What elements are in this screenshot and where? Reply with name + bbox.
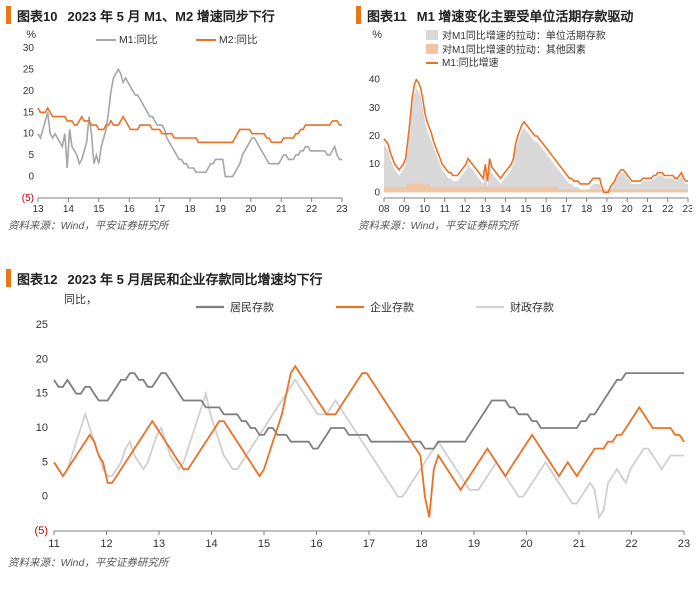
svg-text:14: 14	[500, 204, 512, 215]
svg-text:M1:同比: M1:同比	[119, 33, 158, 46]
fig11-num: 图表11	[367, 9, 407, 24]
source11: 资料来源：Wind，平安证券研究所	[356, 218, 692, 233]
svg-text:10: 10	[23, 129, 35, 140]
svg-text:19: 19	[468, 538, 480, 550]
title-bar-12: 图表12 2023 年 5 月居民和企业存款同比增速均下行	[6, 267, 682, 289]
svg-text:10: 10	[419, 204, 431, 215]
svg-text:11: 11	[440, 204, 451, 215]
fig10-label: 图表10 2023 年 5 月 M1、M2 增速同步下行	[17, 6, 275, 25]
svg-text:0: 0	[28, 172, 34, 183]
svg-text:19: 19	[215, 204, 227, 215]
svg-text:财政存款: 财政存款	[510, 300, 554, 314]
svg-text:16: 16	[310, 538, 322, 550]
svg-text:17: 17	[363, 538, 375, 550]
svg-text:13: 13	[153, 538, 165, 550]
svg-text:20: 20	[245, 204, 257, 215]
svg-text:13: 13	[32, 204, 44, 215]
svg-text:15: 15	[23, 107, 35, 118]
svg-text:30: 30	[23, 43, 35, 54]
svg-text:16: 16	[541, 204, 553, 215]
svg-text:21: 21	[573, 538, 585, 550]
svg-text:15: 15	[36, 388, 48, 400]
svg-text:5: 5	[42, 456, 48, 468]
title-bar-10: 图表10 2023 年 5 月 M1、M2 增速同步下行	[6, 4, 348, 26]
svg-text:17: 17	[154, 204, 166, 215]
svg-text:19: 19	[601, 204, 613, 215]
svg-text:08: 08	[378, 204, 390, 215]
svg-text:25: 25	[36, 319, 48, 331]
svg-text:(5): (5)	[22, 193, 34, 204]
panel-chart12: 图表12 2023 年 5 月居民和企业存款同比增速均下行 (5) 0 5 10 15 20…	[0, 267, 688, 570]
title-bar-11: 图表11 M1 增速变化主要受单位活期存款驱动	[356, 4, 692, 26]
svg-text:23: 23	[678, 538, 690, 550]
svg-text:23: 23	[682, 204, 692, 215]
chart11: 0 10 20 30 40 08 09 10 11 12 13 14 15 16 17 18 19 20 21 22 2…	[356, 26, 692, 216]
svg-text:0: 0	[42, 491, 48, 503]
svg-text:20: 20	[520, 538, 532, 550]
svg-text:10: 10	[36, 422, 48, 434]
chart10: (5) 0 5 10 15 20 25 30 13 14 15 16 17 18 19 20 21 22 23% M1…	[6, 26, 348, 216]
svg-text:M2:同比: M2:同比	[219, 33, 258, 46]
svg-text:15: 15	[93, 204, 105, 215]
svg-text:5: 5	[28, 150, 34, 161]
svg-text:13: 13	[480, 204, 492, 215]
svg-text:17: 17	[561, 204, 573, 215]
chart12: (5)051015202511121314151617181920212223同…	[6, 289, 682, 553]
svg-text:22: 22	[625, 538, 637, 550]
svg-text:30: 30	[369, 103, 381, 114]
svg-text:20: 20	[369, 131, 381, 142]
svg-text:21: 21	[642, 204, 654, 215]
svg-text:15: 15	[258, 538, 270, 550]
svg-text:14: 14	[63, 204, 75, 215]
svg-text:18: 18	[581, 204, 593, 215]
source12: 资料来源：Wind，平安证券研究所	[6, 555, 682, 570]
svg-text:20: 20	[622, 204, 634, 215]
svg-text:14: 14	[205, 538, 217, 550]
fig10-title: 2023 年 5 月 M1、M2 增速同步下行	[67, 9, 274, 24]
svg-text:09: 09	[399, 204, 411, 215]
svg-text:18: 18	[184, 204, 196, 215]
fig11-title: M1 增速变化主要受单位活期存款驱动	[417, 9, 634, 24]
svg-text:20: 20	[23, 86, 35, 97]
svg-text:25: 25	[23, 64, 35, 75]
svg-text:20: 20	[36, 353, 48, 365]
svg-text:10: 10	[369, 159, 381, 170]
svg-text:%: %	[26, 29, 36, 41]
svg-text:(5): (5)	[35, 525, 48, 537]
svg-text:23: 23	[336, 204, 348, 215]
fig11-label: 图表11 M1 增速变化主要受单位活期存款驱动	[367, 6, 633, 25]
svg-text:22: 22	[306, 204, 318, 215]
title-marker	[6, 269, 11, 287]
source10: 资料来源：Wind，平安证券研究所	[6, 218, 348, 233]
svg-text:%: %	[372, 29, 382, 41]
fig12-label: 图表12 2023 年 5 月居民和企业存款同比增速均下行	[17, 269, 322, 288]
svg-text:居民存款: 居民存款	[230, 300, 274, 314]
panel-chart11: 图表11 M1 增速变化主要受单位活期存款驱动 0 10 20 30 40 08 09 10 11…	[356, 4, 692, 233]
fig12-title: 2023 年 5 月居民和企业存款同比增速均下行	[67, 272, 322, 287]
title-marker	[6, 6, 11, 24]
panel-chart10: 图表10 2023 年 5 月 M1、M2 增速同步下行 (5) 0 5 10 15 20 2…	[6, 4, 348, 233]
svg-text:12: 12	[100, 538, 112, 550]
svg-text:对M1同比增速的拉动：其他因素: 对M1同比增速的拉动：其他因素	[442, 43, 586, 56]
svg-text:对M1同比增速的拉动：单位活期存款: 对M1同比增速的拉动：单位活期存款	[442, 29, 606, 42]
svg-text:企业存款: 企业存款	[370, 300, 414, 314]
title-marker	[356, 6, 361, 24]
svg-text:21: 21	[276, 204, 288, 215]
svg-text:22: 22	[662, 204, 674, 215]
svg-text:16: 16	[124, 204, 136, 215]
svg-text:M1:同比增速: M1:同比增速	[442, 56, 499, 69]
svg-text:15: 15	[520, 204, 532, 215]
fig12-num: 图表12	[17, 272, 57, 287]
svg-text:0: 0	[374, 187, 380, 198]
fig10-num: 图表10	[17, 9, 57, 24]
svg-text:11: 11	[48, 538, 59, 550]
svg-text:同比，: 同比，	[64, 293, 97, 306]
svg-text:18: 18	[415, 538, 427, 550]
svg-text:40: 40	[369, 75, 381, 86]
svg-text:12: 12	[460, 204, 472, 215]
